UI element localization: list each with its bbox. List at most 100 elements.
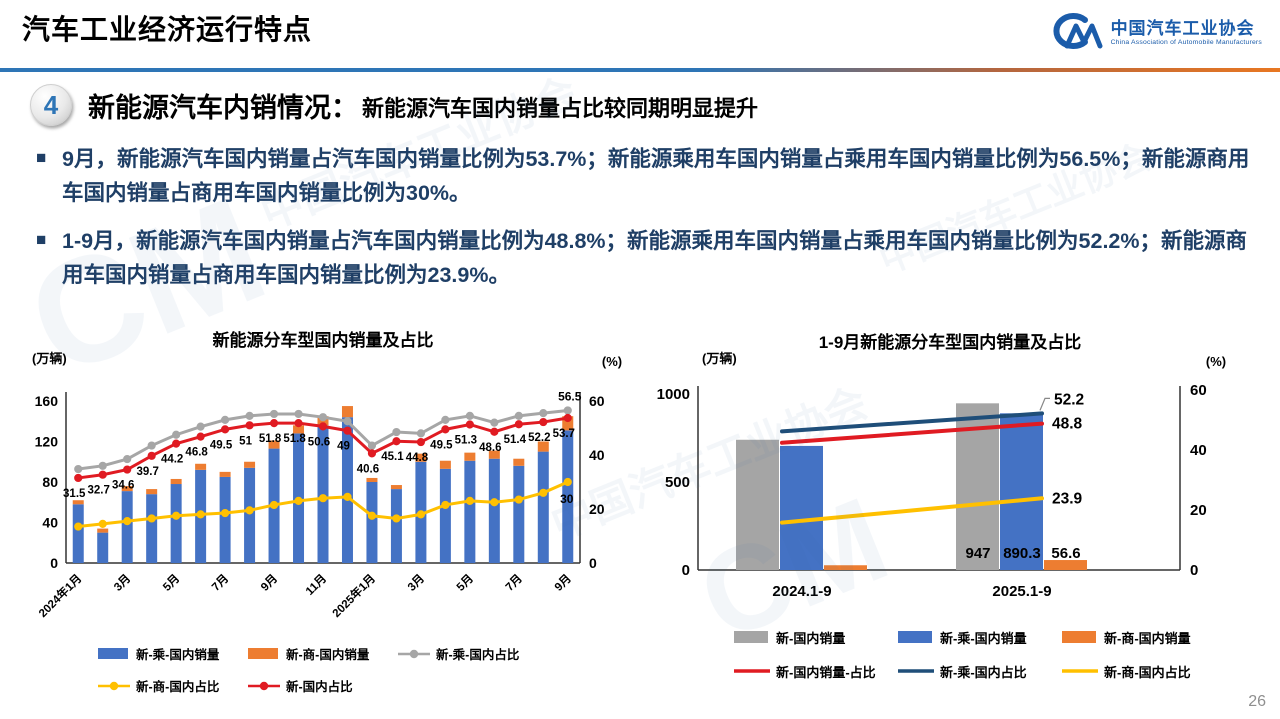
line-nev-pv-share xyxy=(74,406,572,474)
svg-text:新-商-国内占比: 新-商-国内占比 xyxy=(136,679,220,694)
section-subtitle: 新能源汽车国内销量占比较同期明显提升 xyxy=(362,96,759,121)
svg-text:49.5: 49.5 xyxy=(210,439,233,451)
svg-text:(%): (%) xyxy=(602,354,622,369)
svg-text:新-商-国内占比: 新-商-国内占比 xyxy=(1104,665,1191,680)
section-heading: 4 新能源汽车内销情况： 新能源汽车国内销量占比较同期明显提升 xyxy=(30,84,758,126)
svg-text:44.2: 44.2 xyxy=(161,454,183,466)
svg-text:(%): (%) xyxy=(1206,354,1226,369)
bars-新-乘-国内销量 xyxy=(780,413,1043,570)
svg-text:5月: 5月 xyxy=(160,572,182,594)
svg-text:20: 20 xyxy=(1190,502,1207,519)
svg-text:9月: 9月 xyxy=(552,572,574,594)
svg-text:500: 500 xyxy=(665,474,690,491)
svg-text:新-国内销量: 新-国内销量 xyxy=(776,631,845,646)
svg-text:新-国内占比: 新-国内占比 xyxy=(286,679,353,694)
svg-text:5月: 5月 xyxy=(454,572,476,594)
bullet-september-text: 9月，新能源汽车国内销量占汽车国内销量比例为53.7%；新能源乘用车国内销量占乘… xyxy=(62,147,1250,205)
svg-text:(万辆): (万辆) xyxy=(32,351,67,366)
svg-text:48.8: 48.8 xyxy=(1052,416,1083,433)
svg-text:32.7: 32.7 xyxy=(88,485,110,497)
svg-text:0: 0 xyxy=(1190,562,1198,579)
svg-text:60: 60 xyxy=(589,393,605,409)
svg-text:0: 0 xyxy=(682,562,690,579)
legend-item-新-乘-国内占比: 新-乘-国内占比 xyxy=(898,665,1027,680)
line-新-商-国内占比 xyxy=(780,496,1044,525)
section-number-badge: 4 xyxy=(30,84,72,126)
svg-text:51.8: 51.8 xyxy=(283,433,306,445)
chart-monthly-nev-domestic-sales-and-share: 新能源分车型国内销量及占比 (万辆) (%) 0 40 80 120 160 0 20 40 60 31… xyxy=(32,330,622,694)
svg-text:51.8: 51.8 xyxy=(259,433,282,445)
svg-text:890.3: 890.3 xyxy=(1003,545,1041,562)
legend-item-新-乘-国内销量: 新-乘-国内销量 xyxy=(98,647,220,662)
svg-text:947: 947 xyxy=(965,545,990,562)
svg-text:1000: 1000 xyxy=(657,386,690,403)
svg-text:45.1: 45.1 xyxy=(381,451,404,463)
svg-text:7月: 7月 xyxy=(503,572,525,594)
line-新-国内销量-占比 xyxy=(780,421,1044,445)
svg-text:31.5: 31.5 xyxy=(63,488,86,500)
svg-text:0: 0 xyxy=(589,555,597,571)
svg-text:2025.1-9: 2025.1-9 xyxy=(992,583,1051,600)
svg-text:新-乘-国内占比: 新-乘-国内占比 xyxy=(940,665,1027,680)
svg-text:51.4: 51.4 xyxy=(504,434,527,446)
svg-text:新能源分车型国内销量及占比: 新能源分车型国内销量及占比 xyxy=(213,330,434,350)
caam-name-cn: 中国汽车工业协会 xyxy=(1110,19,1255,39)
bullet-jan-sep-text: 1-9月，新能源汽车国内销量占汽车国内销量比例为48.8%；新能源乘用车国内销量… xyxy=(62,228,1248,287)
svg-text:160: 160 xyxy=(35,393,59,409)
svg-text:52.2: 52.2 xyxy=(1054,391,1084,408)
svg-text:49.5: 49.5 xyxy=(430,439,453,451)
bullet-square-icon: ■ xyxy=(36,148,47,167)
legend-item-新-国内销量: 新-国内销量 xyxy=(734,631,845,646)
bullet-jan-sep: ■ 1-9月，新能源汽车国内销量占汽车国内销量比例为48.8%；新能源乘用车国内销… xyxy=(36,225,1252,293)
svg-text:53.7: 53.7 xyxy=(553,428,575,440)
svg-text:51: 51 xyxy=(239,435,252,447)
legend-item-新-乘-国内销量: 新-乘-国内销量 xyxy=(898,631,1027,646)
svg-text:40: 40 xyxy=(589,447,605,463)
svg-text:(万辆): (万辆) xyxy=(702,351,737,366)
legend-item-新-商-国内占比: 新-商-国内占比 xyxy=(1062,665,1191,680)
svg-text:49: 49 xyxy=(337,441,350,453)
legend-item-新-商-国内销量: 新-商-国内销量 xyxy=(248,647,370,662)
page-title: 汽车工业经济运行特点 xyxy=(22,14,313,45)
bullet-list: ■ 9月，新能源汽车国内销量占汽车国内销量比例为53.7%；新能源乘用车国内销量占… xyxy=(36,143,1252,307)
page-number: 26 xyxy=(1248,693,1266,710)
bullet-september: ■ 9月，新能源汽车国内销量占汽车国内销量比例为53.7%；新能源乘用车国内销量占… xyxy=(36,143,1252,211)
svg-text:48.6: 48.6 xyxy=(479,442,501,454)
caam-logo-text: 中国汽车工业协会 China Association of Automobile… xyxy=(1110,19,1262,46)
legend-item-新-商-国内占比: 新-商-国内占比 xyxy=(98,679,220,694)
svg-text:7月: 7月 xyxy=(209,572,231,594)
svg-text:40: 40 xyxy=(42,515,58,531)
svg-text:56.5: 56.5 xyxy=(558,389,582,403)
bullet-square-icon: ■ xyxy=(36,229,47,249)
svg-text:44.8: 44.8 xyxy=(406,452,429,464)
svg-text:39.7: 39.7 xyxy=(136,466,158,478)
svg-text:60: 60 xyxy=(1190,382,1207,399)
line-nev-total-share xyxy=(74,413,572,483)
svg-text:3月: 3月 xyxy=(405,572,427,594)
svg-text:51.3: 51.3 xyxy=(455,434,477,446)
svg-text:3月: 3月 xyxy=(111,572,133,594)
svg-text:20: 20 xyxy=(589,501,605,517)
svg-text:11月: 11月 xyxy=(303,572,329,598)
svg-text:新-乘-国内销量: 新-乘-国内销量 xyxy=(940,631,1027,646)
legend-item-新-国内销量-占比: 新-国内销量-占比 xyxy=(734,665,876,680)
header-divider xyxy=(0,68,1280,72)
caam-logo: 中国汽车工业协会 China Association of Automobile… xyxy=(1045,12,1262,54)
legend-item-新-乘-国内占比: 新-乘-国内占比 xyxy=(398,647,520,662)
svg-text:0: 0 xyxy=(50,555,58,571)
chart-ytd-nev-domestic-sales-and-share: 1-9月新能源分车型国内销量及占比 (万辆) (%) 0 500 1000 0 20 40 60 9… xyxy=(657,332,1226,680)
svg-text:30: 30 xyxy=(560,492,574,506)
line-nev-cv-share xyxy=(74,477,572,531)
caam-name-en: China Association of Automobile Manufact… xyxy=(1110,38,1262,46)
svg-text:80: 80 xyxy=(42,474,58,490)
svg-text:2025年1月: 2025年1月 xyxy=(329,571,378,620)
svg-text:23.9: 23.9 xyxy=(1052,490,1083,507)
svg-text:120: 120 xyxy=(35,434,59,450)
svg-text:新-乘-国内占比: 新-乘-国内占比 xyxy=(436,647,520,662)
svg-text:46.8: 46.8 xyxy=(185,447,208,459)
section-title: 新能源汽车内销情况： xyxy=(88,92,358,123)
svg-text:新-乘-国内销量: 新-乘-国内销量 xyxy=(136,647,220,662)
line-新-乘-国内占比 xyxy=(780,397,1050,434)
legend-item-新-商-国内销量: 新-商-国内销量 xyxy=(1062,631,1191,646)
